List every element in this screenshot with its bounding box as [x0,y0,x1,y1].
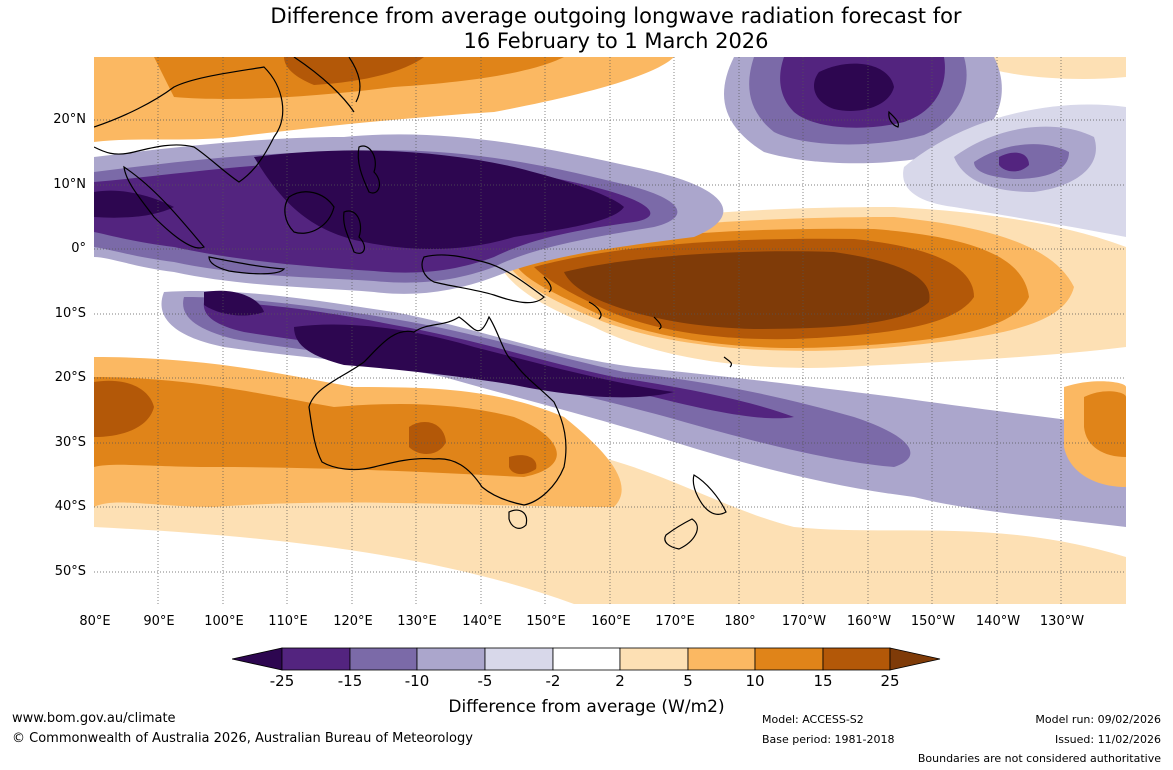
colorbar-tick-15: 15 [813,672,833,690]
lon-label-140w: 140°W [975,614,1021,629]
lat-label-30s: 30°S [54,435,86,450]
colorbar-tick-25: 25 [880,672,900,690]
lat-label-equator: 0° [71,241,86,256]
lon-label-120e: 120°E [333,614,373,629]
colorbar [232,647,941,671]
lat-label-10s: 10°S [54,306,86,321]
map-title: Difference from average outgoing longwav… [0,4,1173,54]
lon-label-80e: 80°E [79,614,111,629]
colorbar-extend-low [232,647,283,671]
pacific-warm-core [564,251,930,329]
lon-label-90e: 90°E [143,614,175,629]
lat-label-20n: 20°N [53,112,86,127]
lat-label-40s: 40°S [54,499,86,514]
lat-label-20s: 20°S [54,370,86,385]
footer-model-run: Model run: 09/02/2026 [1035,713,1161,726]
lon-label-140e: 140°E [462,614,502,629]
footer-issued: Issued: 11/02/2026 [1054,733,1161,746]
colorbar-tick-minus5: -5 [477,672,493,690]
colorbar-bin-5 [552,647,621,671]
coastlines [94,57,899,550]
colorbar-bin-9 [822,647,891,671]
footer-url[interactable]: www.bom.gov.au/climate [12,711,176,726]
maritime-cool-core [254,150,624,249]
olr-anomaly-map[interactable] [94,57,1126,604]
australia-warm-mid [94,377,557,477]
colorbar-tick-10: 10 [745,672,765,690]
footer-base-period: Base period: 1981-2018 [762,733,895,746]
lon-label-160w: 160°W [846,614,892,629]
footer-model: Model: ACCESS-S2 [762,713,864,726]
new-guinea-coast [421,254,545,304]
colorbar-tick-minus15: -15 [337,672,363,690]
colorbar-bin-4 [484,647,554,671]
lon-label-100e: 100°E [204,614,244,629]
lon-label-130e: 130°E [397,614,437,629]
colorbar-extend-high [889,647,941,671]
spcz-cool-core [294,324,674,398]
lon-label-110e: 110°E [268,614,308,629]
colorbar-title: Difference from average (W/m2) [448,697,725,717]
colorbar-tick-5: 5 [683,672,693,690]
lon-label-150e: 150°E [526,614,566,629]
title-line-1: Difference from average outgoing longwav… [270,4,962,28]
lat-label-50s: 50°S [54,564,86,579]
colorbar-tick-2: 2 [615,672,625,690]
lon-label-130w: 130°W [1039,614,1085,629]
lon-label-150w: 150°W [910,614,956,629]
lat-label-10n: 10°N [53,177,86,192]
colorbar-bin-7 [687,647,756,671]
lon-label-180: 180° [724,614,756,629]
colorbar-tick-minus10: -10 [404,672,430,690]
footer-copyright: © Commonwealth of Australia 2026, Austra… [12,731,473,746]
south-white [94,527,574,604]
colorbar-tick-minus25: -25 [269,672,295,690]
footer-disclaimer: Boundaries are not considered authoritat… [917,752,1161,765]
map-svg [94,57,1126,604]
colorbar-bin-1 [281,647,351,671]
colorbar-bin-8 [754,647,824,671]
lon-label-160e: 160°E [591,614,631,629]
lon-label-170w: 170°W [781,614,827,629]
colorbar-bin-2 [349,647,418,671]
colorbar-bin-6 [619,647,689,671]
australia-warm-core-west [94,380,154,437]
new-zealand-coast [692,474,727,515]
title-line-2: 16 February to 1 March 2026 [463,29,769,53]
australia-coast [308,315,567,506]
colorbar-tick-minus2: -2 [545,672,561,690]
lon-label-170e: 170°E [655,614,695,629]
colorbar-bin-3 [416,647,486,671]
